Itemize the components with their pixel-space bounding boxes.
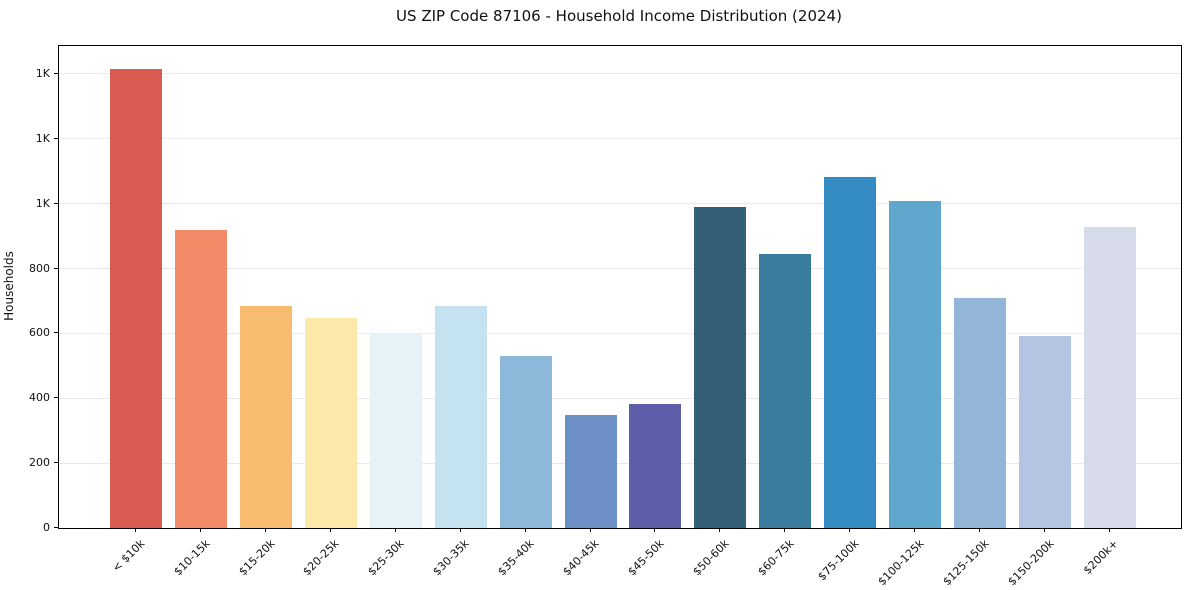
x-tick-mark — [589, 528, 591, 532]
bar — [824, 176, 877, 528]
x-tick-mark — [135, 528, 136, 532]
bar — [499, 356, 552, 528]
x-tick-mark — [394, 528, 396, 532]
y-tick-label: 600 — [29, 326, 50, 340]
bar — [174, 229, 227, 528]
gridline — [59, 203, 1181, 205]
y-tick-mark — [54, 332, 58, 334]
x-tick-mark — [979, 528, 981, 532]
x-tick-mark — [719, 528, 721, 532]
bar — [369, 333, 422, 528]
gridline — [59, 73, 1181, 75]
gridline — [59, 332, 1181, 334]
x-tick-mark — [199, 528, 201, 532]
gridline — [59, 397, 1181, 399]
x-tick-mark — [524, 528, 526, 532]
y-tick-mark — [54, 202, 58, 204]
bar — [954, 298, 1007, 528]
x-tick-mark — [264, 528, 266, 532]
bar — [759, 253, 812, 528]
x-tick-mark — [1044, 528, 1046, 532]
y-tick-label: 1K — [35, 196, 50, 210]
bar — [564, 415, 617, 528]
x-tick-mark — [784, 528, 786, 532]
bar — [889, 200, 942, 528]
x-tick-mark — [459, 528, 461, 532]
bar — [694, 206, 747, 528]
y-tick-mark — [54, 72, 58, 74]
bar — [434, 305, 487, 528]
chart-title: US ZIP Code 87106 - Household Income Dis… — [396, 7, 842, 25]
y-tick-mark — [54, 137, 58, 139]
plot-area — [58, 45, 1182, 529]
x-tick-mark — [1108, 528, 1110, 532]
bar — [110, 69, 162, 528]
gridline — [59, 138, 1181, 140]
x-tick-mark — [914, 528, 916, 532]
x-tick-mark — [849, 528, 851, 532]
bar — [239, 306, 292, 528]
y-tick-label: 400 — [29, 391, 50, 405]
bar — [1083, 226, 1136, 528]
y-axis-label: Households — [2, 251, 16, 321]
y-tick-mark — [54, 397, 58, 399]
bar — [304, 317, 357, 528]
y-tick-label: 1K — [35, 131, 50, 145]
y-tick-mark — [54, 527, 58, 528]
y-tick-label: 200 — [29, 456, 50, 470]
gridline — [59, 462, 1181, 464]
y-tick-mark — [54, 267, 58, 269]
bar — [1019, 336, 1072, 528]
x-tick-mark — [329, 528, 331, 532]
gridline — [59, 268, 1181, 270]
y-tick-label: 0 — [43, 521, 50, 534]
x-tick-mark — [654, 528, 656, 532]
y-tick-label: 1K — [35, 66, 50, 80]
y-tick-label: 800 — [29, 261, 50, 275]
bar — [629, 404, 682, 528]
y-tick-mark — [54, 462, 58, 464]
